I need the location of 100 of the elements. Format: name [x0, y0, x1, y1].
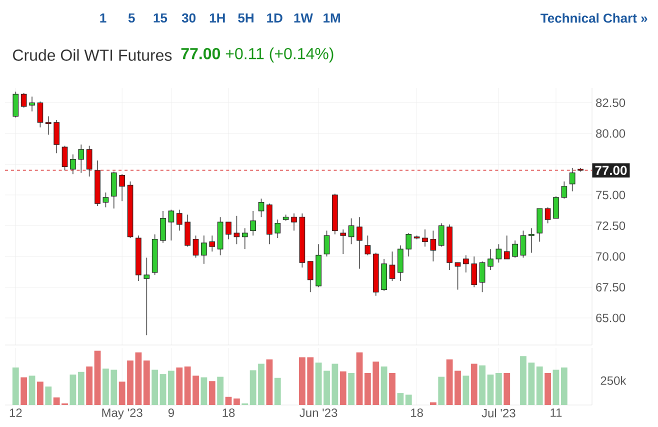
bar	[266, 359, 273, 405]
candlestick	[569, 167, 576, 192]
candlestick	[324, 230, 330, 257]
candlestick	[45, 116, 52, 136]
bar	[536, 366, 543, 405]
candlestick	[488, 248, 494, 270]
candlestick	[250, 210, 256, 236]
bar	[487, 374, 494, 405]
candlestick	[29, 96, 35, 112]
candlestick	[209, 235, 216, 252]
candlestick	[430, 230, 436, 262]
bar	[405, 394, 412, 405]
candlestick	[553, 196, 559, 219]
bar	[504, 372, 510, 405]
candlestick	[144, 257, 150, 336]
candlestick	[54, 120, 60, 154]
bar	[70, 374, 76, 405]
bar	[168, 370, 174, 405]
candlestick	[242, 228, 248, 250]
text: 250k	[600, 376, 626, 385]
bar	[78, 372, 84, 405]
bar	[208, 381, 216, 405]
y-tick-label: 80.00	[596, 129, 626, 138]
x-tick-label: 18	[411, 408, 423, 418]
bar	[86, 366, 93, 405]
candlestick	[356, 216, 362, 270]
candlestick	[389, 251, 396, 282]
x-tick-label: 9	[168, 408, 174, 418]
bar	[389, 372, 396, 405]
candlestick	[258, 198, 264, 218]
text: 1M	[324, 14, 340, 22]
text: 15	[154, 13, 168, 23]
candlestick	[471, 256, 478, 288]
bar	[397, 393, 404, 405]
x-tick-label: 12	[10, 408, 22, 417]
ref-line-label: 77.00	[595, 166, 627, 175]
bar	[37, 382, 44, 405]
bar	[462, 376, 470, 405]
candlestick	[78, 144, 84, 174]
text: 1	[100, 14, 106, 22]
candlestick	[496, 244, 502, 264]
text: 30	[182, 13, 196, 23]
bar	[45, 386, 52, 405]
candlestick	[479, 260, 486, 293]
bar	[470, 364, 478, 405]
candlestick	[160, 210, 166, 244]
bar	[356, 352, 363, 405]
candlestick	[226, 222, 232, 240]
candlestick	[176, 209, 182, 232]
bar	[200, 377, 208, 405]
candlestick	[398, 244, 404, 282]
candlestick	[12, 91, 19, 118]
candlestick	[37, 101, 44, 128]
candlestick	[422, 228, 428, 248]
text: Technical Chart »	[540, 13, 648, 23]
bar	[135, 352, 142, 405]
bar	[348, 372, 355, 405]
candlestick	[201, 235, 207, 264]
bar	[12, 368, 19, 405]
text: 5H	[238, 13, 254, 23]
candlestick	[364, 235, 371, 256]
candlestick	[70, 154, 76, 175]
bar	[233, 398, 240, 405]
bar	[552, 370, 560, 405]
candlestick	[119, 174, 125, 202]
candlestick	[102, 192, 109, 208]
y-tick-label: 72.50	[596, 221, 626, 230]
bar	[217, 376, 224, 405]
bar	[438, 376, 445, 405]
candlestick	[168, 209, 174, 241]
candlestick	[184, 214, 190, 248]
candlestick	[62, 145, 68, 171]
text: 1W	[294, 14, 313, 22]
y-tick-label: 70.00	[596, 252, 626, 261]
bar	[176, 368, 183, 405]
candlestick	[291, 212, 297, 232]
bar	[479, 365, 486, 405]
bar	[160, 374, 166, 405]
bar	[94, 350, 101, 405]
candlestick	[463, 254, 469, 273]
candlestick	[307, 260, 314, 293]
candlestick	[274, 219, 281, 238]
candlestick	[561, 181, 568, 200]
x-tick-label: 18	[222, 408, 235, 418]
candlestick	[192, 235, 199, 258]
text: 5	[128, 13, 135, 23]
candlestick	[520, 230, 526, 258]
bar	[430, 402, 436, 405]
chart-title: Crude Oil WTI Futures	[13, 49, 172, 61]
x-tick-label: 11	[550, 408, 562, 417]
x-tick-label: May '23	[102, 408, 142, 420]
candlestick	[348, 218, 354, 245]
bar	[495, 372, 502, 405]
bar	[143, 360, 150, 405]
candlestick	[544, 206, 551, 224]
candlestick	[406, 232, 412, 257]
bar	[544, 372, 552, 405]
x-tick-label: Jul '23	[482, 408, 516, 418]
candlestick	[528, 228, 534, 254]
candlestick	[86, 145, 92, 177]
